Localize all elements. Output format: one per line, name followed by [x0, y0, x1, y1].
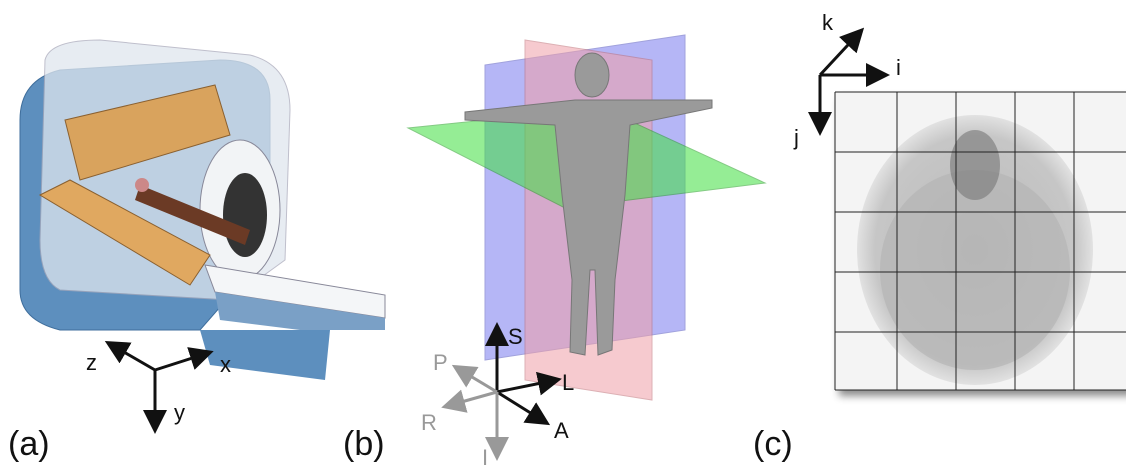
axis-arrow: [497, 392, 545, 422]
axis-label: j: [793, 125, 799, 150]
figure: z x y (a) S L A P R I (b) k i j (c): [0, 0, 1126, 469]
axis-arrow: [155, 353, 208, 370]
voxel-image: [835, 92, 1126, 390]
axis-label: A: [554, 418, 569, 443]
axis-label: y: [174, 400, 185, 425]
body-planes: [408, 35, 765, 400]
axis-label: R: [421, 410, 437, 435]
panel-label: (a): [8, 425, 50, 463]
axis-label: P: [433, 350, 448, 375]
axis-arrow: [457, 368, 497, 392]
axis-label: L: [562, 370, 574, 395]
axis-label: i: [896, 55, 901, 80]
axis-label: x: [220, 352, 231, 377]
axis-arrow: [820, 32, 860, 75]
axis-arrow: [110, 344, 155, 370]
scanner-axes: [110, 344, 208, 428]
axis-label: I: [482, 445, 488, 469]
mri-scanner: [20, 40, 385, 380]
panel-label: (b): [343, 425, 385, 463]
axis-label: z: [86, 350, 97, 375]
axis-label: k: [822, 10, 834, 35]
panel-label: (c): [753, 425, 793, 463]
axis-arrow: [497, 380, 556, 392]
axis-label: S: [508, 324, 523, 349]
axis-arrow: [447, 392, 497, 406]
